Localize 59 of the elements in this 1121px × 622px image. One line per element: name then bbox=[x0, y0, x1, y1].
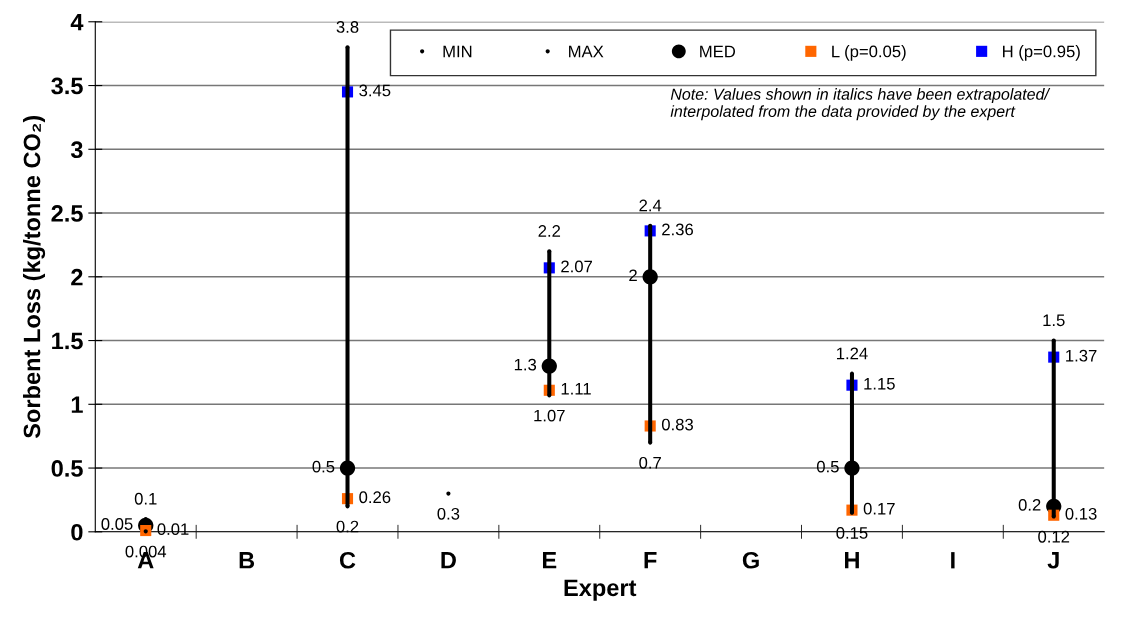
data-label: 1.11 bbox=[561, 383, 591, 395]
x-tick-label: C bbox=[339, 551, 356, 569]
data-label: 0.3 bbox=[437, 507, 460, 520]
x-tick-label: H bbox=[845, 552, 859, 569]
legend-label: H (p=0.95) bbox=[1003, 45, 1080, 61]
data-label: 0.2 bbox=[1018, 498, 1041, 511]
y-tick-label: 0.5 bbox=[51, 460, 83, 477]
data-label: 2.4 bbox=[639, 199, 662, 212]
y-tick-label: 0 bbox=[71, 523, 83, 541]
data-label: 0.5 bbox=[312, 460, 335, 473]
point bbox=[648, 223, 653, 228]
point bbox=[1051, 338, 1056, 343]
data-label: 3.45 bbox=[359, 84, 391, 97]
data-label: 2.2 bbox=[538, 225, 561, 237]
data-label: 0.5 bbox=[816, 460, 839, 473]
data-label: 1.24 bbox=[837, 347, 868, 360]
data-label: 0.1 bbox=[134, 492, 157, 505]
data-label: 0.7 bbox=[639, 456, 661, 469]
data-label: 0.2 bbox=[336, 520, 359, 533]
data-label: 2 bbox=[629, 269, 637, 282]
point bbox=[547, 393, 552, 398]
x-tick-label: B bbox=[239, 552, 255, 569]
point bbox=[547, 249, 552, 254]
y-axis-title: Sorbent Loss (kg/tonne CO₂) bbox=[22, 115, 46, 439]
x-tick-label: F bbox=[644, 552, 657, 569]
data-label: 3.8 bbox=[336, 21, 359, 33]
legend-label: MIN bbox=[443, 45, 472, 58]
data-label: 1.3 bbox=[514, 358, 537, 371]
data-label: 0.12 bbox=[1038, 530, 1070, 543]
x-tick-label: D bbox=[441, 552, 456, 569]
y-tick-label: 1 bbox=[71, 396, 83, 413]
y-tick-label: 3.5 bbox=[51, 77, 83, 95]
y-tick-label: 2 bbox=[71, 268, 83, 286]
y-tick-label: 4 bbox=[70, 14, 84, 31]
y-tick-label: 1.5 bbox=[52, 332, 83, 350]
data-label: 0.26 bbox=[359, 491, 391, 504]
data-label: 0.83 bbox=[661, 418, 693, 431]
x-tick-label: E bbox=[542, 552, 557, 569]
point bbox=[345, 45, 350, 50]
y-tick-label: 3 bbox=[70, 141, 83, 159]
x-tick-label: G bbox=[742, 551, 759, 569]
data-label: 2.07 bbox=[561, 260, 592, 273]
data-label: 1.37 bbox=[1066, 349, 1097, 362]
x-tick-label: I bbox=[951, 552, 955, 569]
data-label: 0.17 bbox=[863, 502, 895, 515]
x-axis-title: Expert bbox=[564, 579, 637, 601]
data-label: 1.5 bbox=[1043, 314, 1065, 327]
data-label: 0.05 bbox=[101, 518, 133, 530]
data-label: 2.36 bbox=[662, 223, 693, 236]
data-label: 0.13 bbox=[1065, 507, 1097, 520]
legend-label: L (p=0.05) bbox=[832, 45, 906, 61]
legend-label: MAX bbox=[569, 45, 604, 58]
legend-label: MED bbox=[700, 45, 736, 58]
annotation: Note: Values shown in italics have been extrapolated/ interpolated from the data provided by the expert bbox=[670, 88, 1051, 121]
data-label: 1.15 bbox=[864, 378, 895, 390]
x-tick-label: J bbox=[1047, 552, 1059, 569]
point bbox=[648, 440, 653, 445]
data-label: 1.07 bbox=[534, 409, 565, 422]
y-tick-label: 2.5 bbox=[51, 205, 83, 222]
